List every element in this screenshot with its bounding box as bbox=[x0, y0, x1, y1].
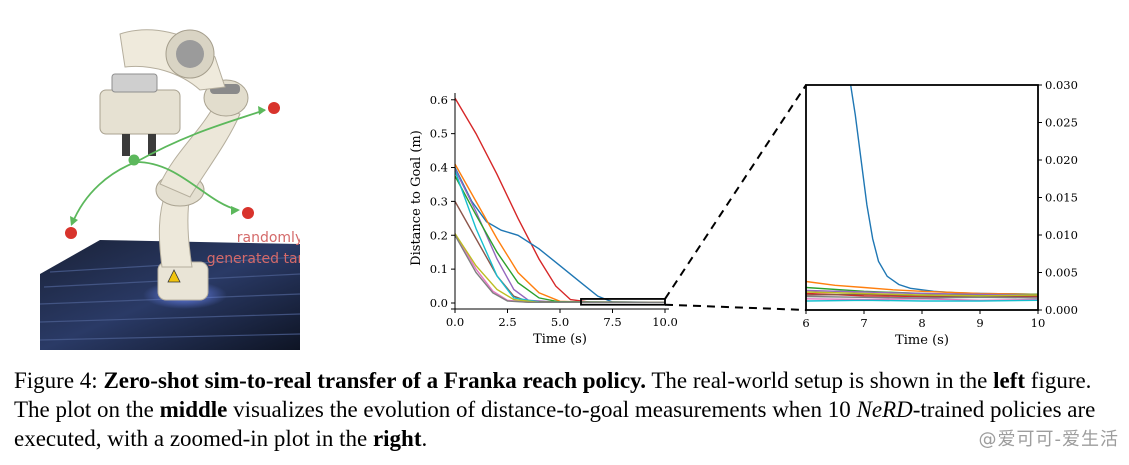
zoom-series-line-0 bbox=[849, 85, 1038, 295]
caption-text-3: visualizes the evolution of distance-to-… bbox=[227, 397, 857, 422]
robot-link-middle bbox=[159, 103, 241, 198]
zoom-y-tick-label: 0.005 bbox=[1045, 266, 1078, 280]
main-axes: 0.0 2.5 5.0 7.5 10.0 0.0 0.1 0.2 0.3 0.4 0.5 0.6 bbox=[430, 93, 678, 329]
main-x-axis-label: Time (s) bbox=[533, 332, 587, 347]
figure-caption: Figure 4: Zero-shot sim-to-real transfer… bbox=[14, 366, 1119, 453]
robot-base bbox=[157, 261, 209, 301]
zoom-series-group bbox=[806, 85, 1038, 302]
main-series-line-8 bbox=[454, 233, 665, 303]
main-series-group bbox=[454, 97, 666, 303]
zoom-series-line-7 bbox=[806, 295, 1038, 299]
zoom-y-tick-label: 0.015 bbox=[1045, 191, 1078, 205]
robot-hand-ring bbox=[111, 73, 158, 93]
caption-text-4: -trained policies are executed, with a z… bbox=[14, 397, 1096, 451]
main-x-tick-label: 0.0 bbox=[446, 315, 464, 329]
caption-middle: middle bbox=[159, 397, 228, 422]
photo-annotation-line1: randomly bbox=[237, 230, 300, 246]
gripper-finger-right bbox=[148, 134, 156, 156]
zoom-chart: 6 7 8 9 100.000 0.005 0.010 0.015 0.020 0.025 0.03… bbox=[802, 78, 1078, 348]
main-x-tick-label: 10.0 bbox=[652, 315, 678, 329]
robot-joint-3-cap bbox=[176, 40, 204, 68]
caption-right: right bbox=[372, 426, 422, 451]
robot-photo: randomly generated targets bbox=[40, 29, 300, 350]
start-marker bbox=[128, 154, 140, 166]
target-marker-1 bbox=[268, 102, 280, 114]
target-marker-3 bbox=[65, 227, 77, 239]
watermark: @爱可可-爱生活 bbox=[978, 429, 1119, 450]
zoom-series-line-8 bbox=[806, 291, 1038, 297]
zoom-series-line-1 bbox=[806, 280, 1038, 295]
caption-nerd: NeRD bbox=[856, 397, 913, 422]
main-y-tick-label: 0.1 bbox=[430, 262, 448, 276]
main-y-tick-label: 0.6 bbox=[430, 93, 448, 107]
main-y-tick-label: 0.5 bbox=[430, 127, 448, 141]
gripper-finger-left bbox=[122, 134, 130, 156]
main-x-tick-label: 7.5 bbox=[603, 315, 621, 329]
main-y-tick-label: 0.2 bbox=[430, 228, 448, 242]
main-y-tick-label: 0.4 bbox=[430, 161, 448, 175]
caption-left: left bbox=[993, 368, 1026, 393]
zoom-y-tick-label: 0.020 bbox=[1045, 153, 1078, 167]
zoom-series-line-9 bbox=[806, 299, 1038, 302]
main-x-tick-label: 5.0 bbox=[551, 315, 569, 329]
zoom-y-tick-label: 0.025 bbox=[1045, 116, 1078, 130]
photo-annotation-line2: generated targets bbox=[207, 251, 300, 267]
zoom-y-tick-label: 0.030 bbox=[1045, 78, 1078, 92]
main-series-line-7 bbox=[454, 233, 665, 303]
caption-title: Zero-shot sim-to-real transfer of a Fran… bbox=[103, 368, 647, 393]
main-x-tick-label: 2.5 bbox=[498, 315, 516, 329]
arrow-heads bbox=[70, 106, 266, 226]
target-marker-2 bbox=[242, 207, 254, 219]
robot-hand bbox=[99, 89, 181, 135]
caption-text-1: The real-world setup is shown in the bbox=[646, 368, 994, 393]
zoom-x-axis-label: Time (s) bbox=[895, 333, 949, 348]
zoom-series-line-4 bbox=[806, 289, 1038, 296]
zoom-box bbox=[580, 298, 666, 306]
zoom-x-tick-label: 6 bbox=[802, 316, 809, 330]
main-y-axis-label: Distance to Goal (m) bbox=[409, 130, 424, 266]
distance-chart: 0.0 2.5 5.0 7.5 10.0 0.0 0.1 0.2 0.3 0.4 0.5 0.6 Ti… bbox=[409, 93, 678, 347]
zoom-x-tick-label: 10 bbox=[1031, 316, 1046, 330]
zoom-series-line-6 bbox=[806, 298, 1038, 302]
caption-text-5: . bbox=[421, 426, 428, 451]
zoom-y-tick-label: 0.010 bbox=[1045, 228, 1078, 242]
main-series-line-9 bbox=[454, 234, 665, 303]
zoom-series-line-5 bbox=[806, 293, 1038, 298]
main-y-tick-label: 0.0 bbox=[430, 296, 448, 310]
zoom-x-tick-label: 9 bbox=[976, 316, 983, 330]
main-series-line-0 bbox=[454, 97, 665, 303]
zoom-frame bbox=[805, 84, 1039, 311]
zoom-y-tick-label: 0.000 bbox=[1045, 303, 1078, 317]
warning-sticker bbox=[167, 269, 181, 283]
zoom-x-tick-label: 8 bbox=[918, 316, 925, 330]
zoom-x-tick-label: 7 bbox=[860, 316, 867, 330]
main-y-tick-label: 0.3 bbox=[430, 194, 448, 208]
caption-figure-label: Figure 4: bbox=[14, 368, 98, 393]
caption-text-2: figure. The plot on the bbox=[14, 368, 1092, 422]
trajectory-arrows bbox=[71, 109, 266, 225]
